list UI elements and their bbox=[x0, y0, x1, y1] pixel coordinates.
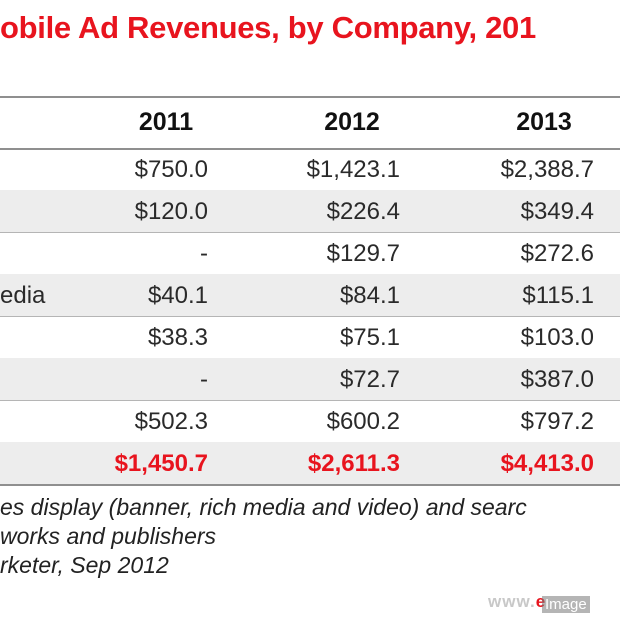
brand-prefix: www. bbox=[488, 592, 536, 611]
chart-title: obile Ad Revenues, by Company, 201 bbox=[0, 10, 536, 45]
cell-2011: $502.3 bbox=[134, 408, 208, 435]
cell-2011: $750.0 bbox=[134, 156, 208, 183]
table-row: - $129.7 $272.6 bbox=[0, 232, 620, 275]
row-label: edia bbox=[0, 282, 46, 309]
cell-2012: $1,423.1 bbox=[306, 156, 400, 183]
cell-2011: $1,450.7 bbox=[114, 450, 208, 477]
table-row: $750.0 $1,423.1 $2,388.7 bbox=[0, 148, 620, 191]
note-line-1: es display (banner, rich media and video… bbox=[0, 494, 527, 520]
cell-2013: $349.4 bbox=[520, 198, 594, 225]
image-stamp: Image bbox=[542, 596, 590, 613]
cell-2012: $75.1 bbox=[339, 324, 400, 351]
column-header-2013: 2013 bbox=[516, 108, 572, 136]
cell-2012: $129.7 bbox=[326, 240, 400, 267]
cell-2012: $2,611.3 bbox=[307, 450, 400, 477]
cell-2013: $103.0 bbox=[520, 324, 594, 351]
cell-2011: $40.1 bbox=[147, 282, 208, 309]
total-row: $1,450.7 $2,611.3 $4,413.0 bbox=[0, 442, 620, 486]
cell-2011: $120.0 bbox=[134, 198, 208, 225]
brand-watermark: www.e bbox=[488, 592, 546, 612]
column-header-2011: 2011 bbox=[138, 108, 194, 136]
cell-2013: $797.2 bbox=[520, 408, 594, 435]
cell-2011: - bbox=[200, 240, 208, 267]
cell-2012: $72.7 bbox=[339, 366, 400, 393]
cell-2011: - bbox=[200, 366, 208, 393]
table-row: $120.0 $226.4 $349.4 bbox=[0, 190, 620, 233]
table-header bbox=[0, 96, 620, 150]
brand-accent: e bbox=[535, 592, 547, 611]
source-line: rketer, Sep 2012 bbox=[0, 552, 169, 578]
cell-2011: $38.3 bbox=[147, 324, 208, 351]
cell-2012: $600.2 bbox=[326, 408, 400, 435]
note-line-2: works and publishers bbox=[0, 523, 217, 549]
cell-2013: $387.0 bbox=[520, 366, 594, 393]
table-row: - $72.7 $387.0 bbox=[0, 358, 620, 401]
table-row: edia $40.1 $84.1 $115.1 bbox=[0, 274, 620, 317]
cell-2013: $4,413.0 bbox=[500, 450, 594, 477]
table-row: $38.3 $75.1 $103.0 bbox=[0, 316, 620, 359]
cell-2013: $272.6 bbox=[520, 240, 594, 267]
table-row: $502.3 $600.2 $797.2 bbox=[0, 400, 620, 443]
cell-2013: $115.1 bbox=[522, 282, 594, 309]
cell-2013: $2,388.7 bbox=[500, 156, 594, 183]
column-header-2012: 2012 bbox=[324, 108, 380, 136]
cell-2012: $226.4 bbox=[326, 198, 400, 225]
cell-2012: $84.1 bbox=[339, 282, 400, 309]
